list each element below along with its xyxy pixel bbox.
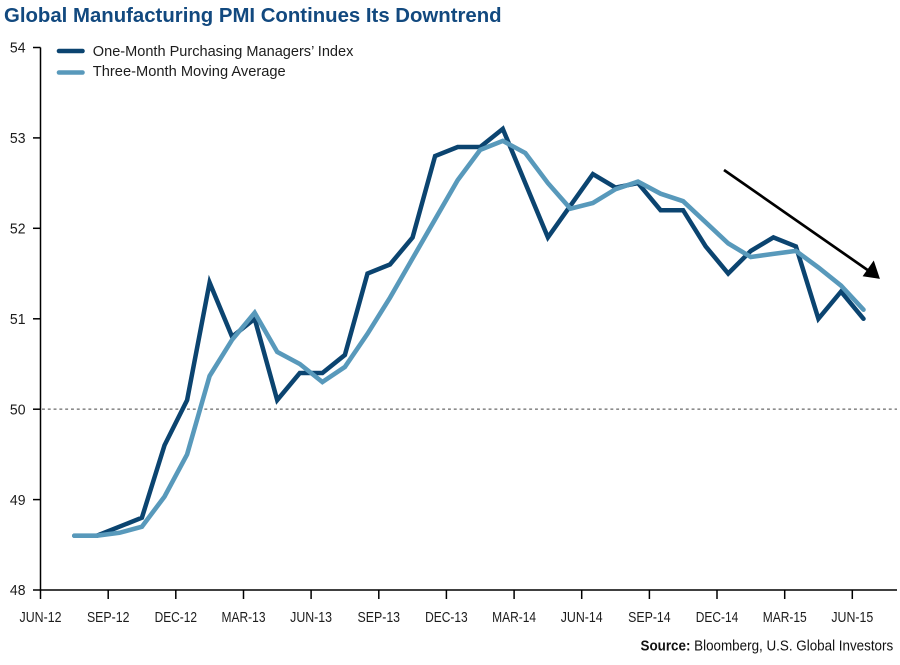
svg-text:54: 54 (10, 40, 26, 57)
svg-text:MAR-14: MAR-14 (492, 609, 536, 626)
svg-text:DEC-14: DEC-14 (696, 609, 739, 626)
svg-text:Global Manufacturing PMI Conti: Global Manufacturing PMI Continues Its D… (4, 5, 502, 27)
svg-text:MAR-13: MAR-13 (221, 609, 265, 626)
svg-text:52: 52 (10, 221, 26, 238)
svg-text:49: 49 (10, 492, 26, 509)
svg-text:SEP-14: SEP-14 (628, 608, 671, 626)
svg-text:One-Month Purchasing Managers’: One-Month Purchasing Managers’ Index (93, 44, 354, 60)
svg-text:50: 50 (10, 402, 26, 419)
svg-text:MAR-15: MAR-15 (763, 609, 807, 626)
svg-text:JUN-12: JUN-12 (20, 608, 62, 626)
svg-text:48: 48 (10, 583, 26, 600)
svg-text:JUN-13: JUN-13 (290, 608, 332, 626)
svg-text:JUN-15: JUN-15 (831, 608, 873, 626)
svg-text:SEP-12: SEP-12 (87, 608, 129, 626)
svg-text:DEC-13: DEC-13 (425, 609, 467, 626)
svg-text:53: 53 (10, 131, 26, 148)
svg-text:JUN-14: JUN-14 (561, 608, 603, 626)
svg-text:51: 51 (10, 311, 26, 328)
svg-text:SEP-13: SEP-13 (358, 608, 401, 626)
svg-text:DEC-12: DEC-12 (155, 609, 197, 626)
svg-text:Source: Bloomberg, U.S. Global: Source: Bloomberg, U.S. Global Investors (640, 638, 893, 655)
svg-text:Three-Month Moving Average: Three-Month Moving Average (93, 64, 286, 80)
